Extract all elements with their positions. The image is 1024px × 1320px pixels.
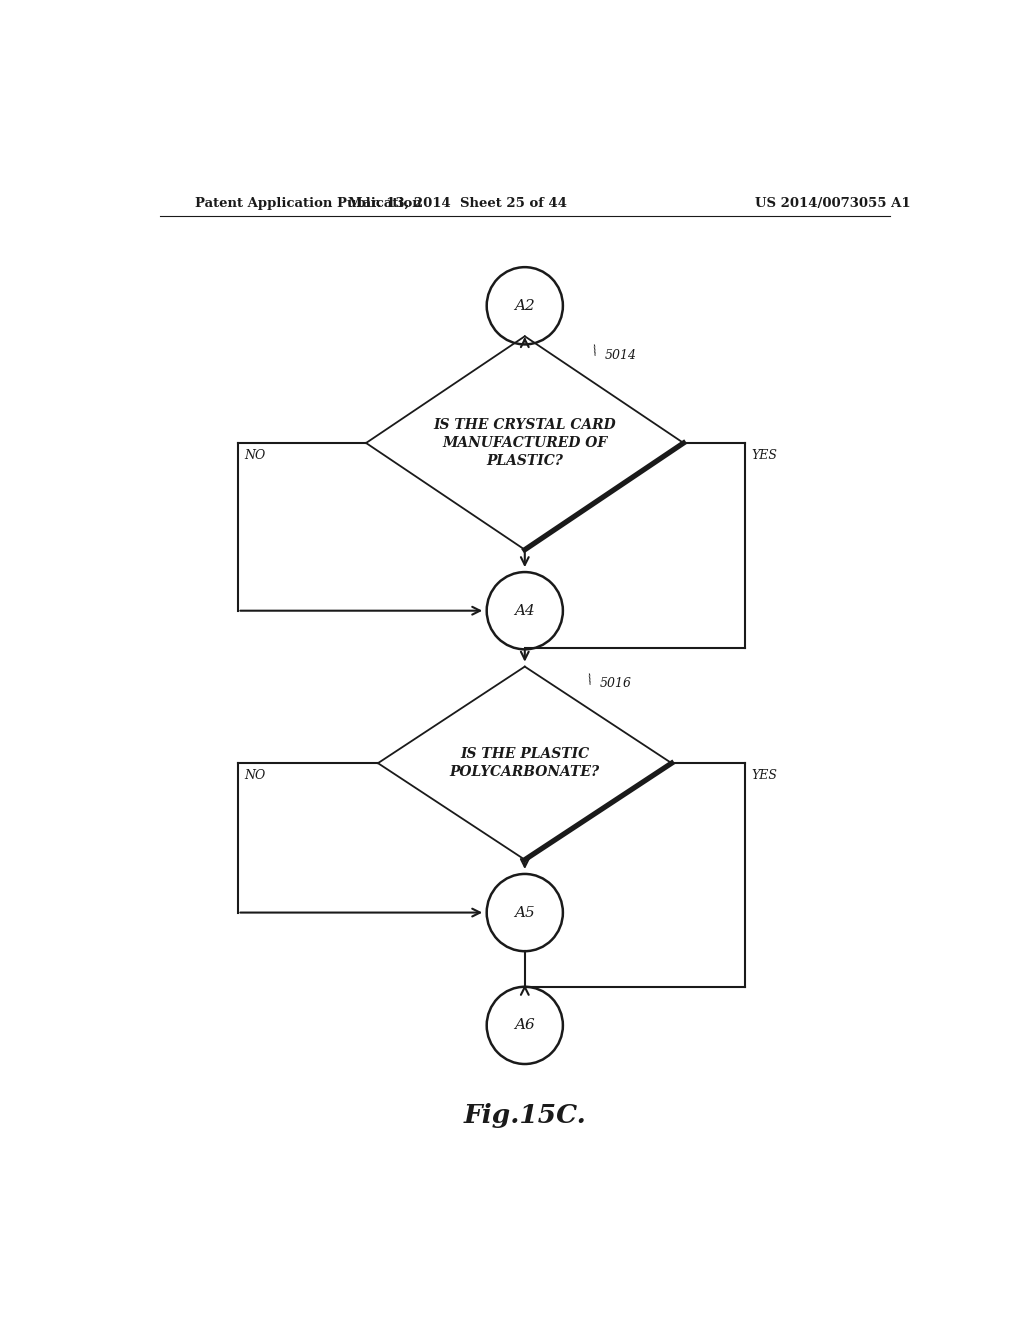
Text: YES: YES bbox=[752, 770, 778, 783]
Text: 5014: 5014 bbox=[605, 348, 637, 362]
Text: 5016: 5016 bbox=[599, 677, 631, 690]
Text: Mar. 13, 2014  Sheet 25 of 44: Mar. 13, 2014 Sheet 25 of 44 bbox=[348, 197, 567, 210]
Text: A4: A4 bbox=[514, 603, 536, 618]
Text: A6: A6 bbox=[514, 1019, 536, 1032]
Text: IS THE PLASTIC
POLYCARBONATE?: IS THE PLASTIC POLYCARBONATE? bbox=[450, 747, 600, 779]
Text: /: / bbox=[586, 673, 594, 686]
Text: Fig.15C.: Fig.15C. bbox=[464, 1104, 586, 1129]
Text: NO: NO bbox=[244, 449, 265, 462]
Text: IS THE CRYSTAL CARD
MANUFACTURED OF
PLASTIC?: IS THE CRYSTAL CARD MANUFACTURED OF PLAS… bbox=[433, 417, 616, 469]
Text: /: / bbox=[592, 345, 600, 358]
Text: Patent Application Publication: Patent Application Publication bbox=[196, 197, 422, 210]
Text: NO: NO bbox=[244, 770, 265, 783]
Text: A5: A5 bbox=[514, 906, 536, 920]
Text: A2: A2 bbox=[514, 298, 536, 313]
Text: US 2014/0073055 A1: US 2014/0073055 A1 bbox=[755, 197, 910, 210]
Text: YES: YES bbox=[752, 449, 778, 462]
